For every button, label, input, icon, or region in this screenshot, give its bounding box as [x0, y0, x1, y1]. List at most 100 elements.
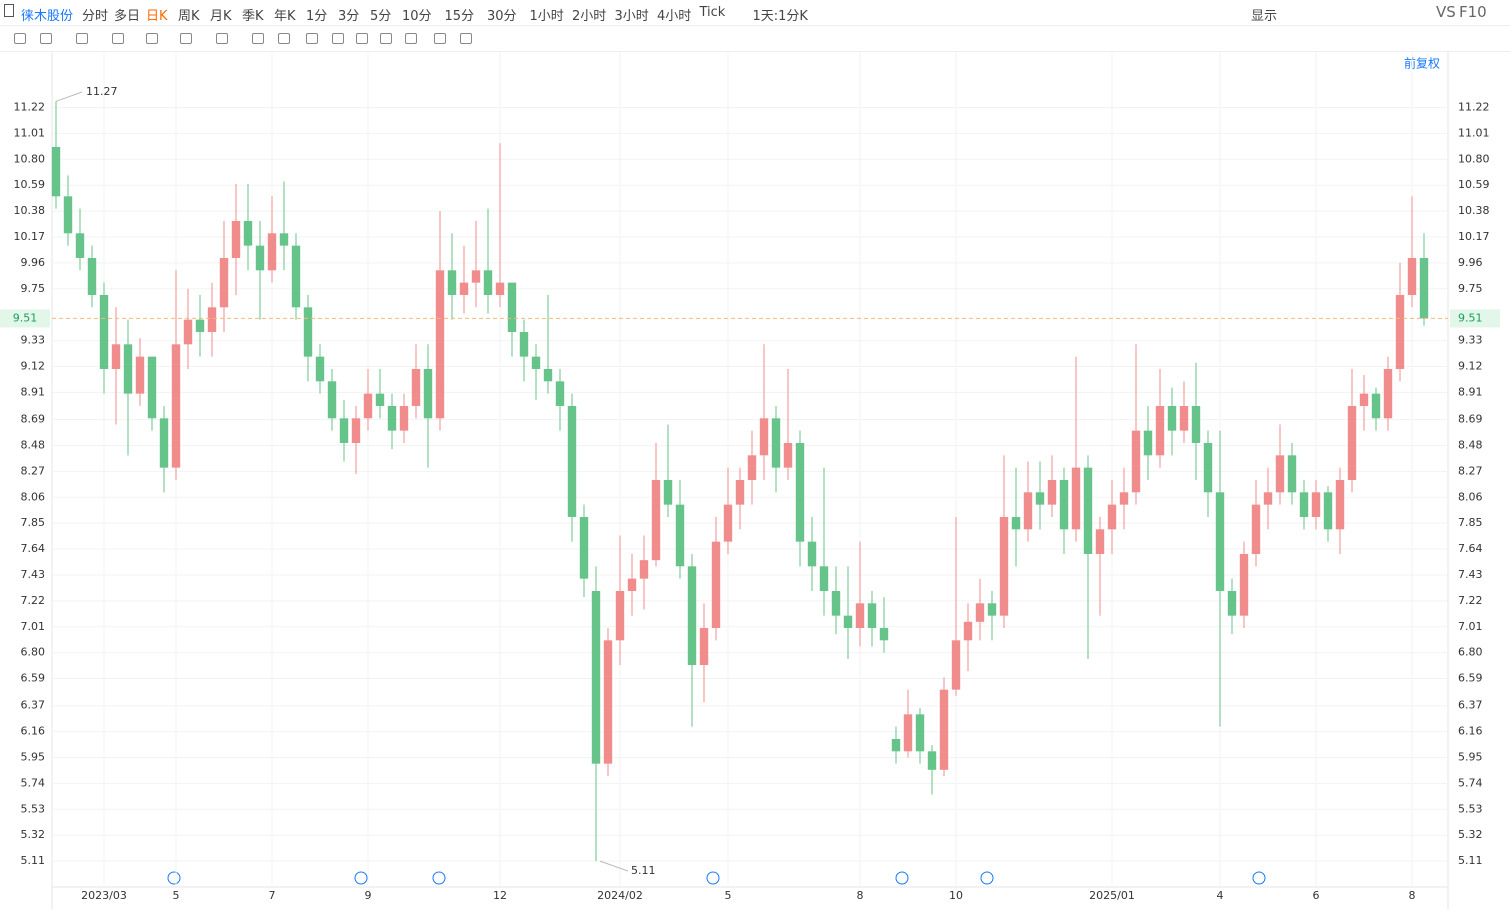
candle-body [975, 603, 985, 622]
y-tick-label: 6.37 [21, 699, 46, 712]
period-tab[interactable]: 年K [274, 9, 296, 24]
tool-icon[interactable] [434, 33, 446, 44]
tool-icon[interactable] [180, 33, 192, 44]
y-tick-label-right: 6.16 [1458, 725, 1483, 738]
period-tab[interactable]: 季K [242, 9, 264, 24]
tool-icon[interactable] [306, 33, 318, 44]
y-tick-label-right: 9.75 [1458, 282, 1483, 295]
candle-body [819, 566, 829, 591]
f10-button[interactable]: F10 [1459, 3, 1487, 21]
candle-body [879, 627, 889, 641]
candle-body [855, 603, 865, 628]
x-tick-label: 7 [269, 889, 276, 902]
tool-icon[interactable] [146, 33, 158, 44]
period-tab[interactable]: 月K [210, 9, 232, 24]
candle-body [387, 405, 397, 431]
period-tab[interactable]: 分时 [82, 9, 109, 24]
x-tick-label: 4 [1217, 889, 1224, 902]
event-icon[interactable] [980, 871, 994, 885]
tool-icon[interactable] [356, 33, 368, 44]
event-icon[interactable] [167, 871, 181, 885]
candle-body [1119, 492, 1129, 505]
period-tab[interactable]: 10分 [402, 9, 432, 24]
y-tick-label-right: 8.27 [1458, 464, 1483, 477]
period-tab[interactable]: 5分 [370, 9, 392, 24]
candle-body [255, 245, 265, 271]
event-icon[interactable] [706, 871, 720, 885]
candle-body [543, 368, 553, 382]
candle-body [963, 621, 973, 641]
candle-body [339, 418, 349, 443]
tool-icon[interactable] [380, 33, 392, 44]
candle-body [1107, 504, 1117, 530]
y-tick-label: 8.27 [21, 464, 46, 477]
candle-body [399, 405, 409, 431]
display-menu[interactable]: 显示 [1251, 9, 1278, 24]
y-tick-label: 7.01 [21, 620, 46, 633]
y-tick-label-right: 11.22 [1458, 101, 1490, 114]
candle-body [1011, 516, 1021, 530]
period-tab[interactable]: 周K [178, 9, 200, 24]
period-tab[interactable]: 1天:1分K [752, 9, 808, 24]
candle-body [567, 405, 577, 517]
adjust-mode[interactable]: 前复权 [1404, 56, 1440, 71]
y-tick-label-right: 8.06 [1458, 490, 1483, 503]
candle-body [723, 504, 733, 542]
period-tab[interactable]: 3小时 [614, 9, 649, 24]
y-tick-label: 6.59 [21, 672, 46, 685]
candle-body [519, 331, 529, 357]
tool-icon[interactable] [76, 33, 88, 44]
drawing-tools [0, 26, 1510, 52]
tool-icon[interactable] [278, 33, 290, 44]
period-tab[interactable]: 日K [146, 9, 168, 24]
candle-body [1227, 590, 1237, 616]
period-tab[interactable]: 3分 [338, 9, 360, 24]
candle-body [1059, 479, 1069, 530]
period-tab[interactable]: 1分 [306, 9, 328, 24]
candle-body [891, 738, 901, 752]
candle-body [1083, 467, 1093, 554]
tool-icon[interactable] [40, 33, 52, 44]
event-icon[interactable] [354, 871, 368, 885]
event-icon[interactable] [895, 871, 909, 885]
candle-body [1155, 405, 1165, 456]
candle-body [111, 344, 121, 369]
event-icon[interactable] [432, 871, 446, 885]
tool-icon[interactable] [216, 33, 228, 44]
sidebar-toggle[interactable] [4, 4, 14, 17]
period-tab[interactable]: 多日 [114, 9, 141, 24]
candle-body [675, 504, 685, 567]
candle-body [1371, 393, 1381, 419]
event-icon[interactable] [1252, 871, 1266, 885]
tool-icon[interactable] [14, 33, 26, 44]
y-tick-label: 7.43 [21, 568, 46, 581]
candle-body [495, 282, 505, 295]
candle-body [99, 294, 109, 369]
x-tick-label: 12 [493, 889, 507, 902]
vs-button[interactable]: VS [1436, 3, 1456, 21]
period-tab[interactable]: 15分 [444, 9, 475, 24]
candle-body [207, 307, 217, 332]
tool-icon[interactable] [460, 33, 472, 44]
candle-body [507, 282, 517, 332]
tool-icon[interactable] [405, 33, 417, 44]
y-tick-label: 11.22 [14, 101, 46, 114]
period-tab[interactable]: 30分 [487, 9, 517, 24]
x-tick-label: 10 [949, 889, 963, 902]
candle-body [615, 590, 625, 641]
candle-body [1203, 442, 1213, 493]
y-tick-label: 7.64 [21, 542, 46, 555]
candle-body [87, 257, 97, 295]
y-tick-label: 9.75 [21, 282, 46, 295]
stock-name[interactable]: 徕木股份 [21, 9, 74, 24]
period-tab[interactable]: 4小时 [657, 9, 692, 24]
y-tick-label: 6.80 [21, 646, 46, 659]
period-tab[interactable]: Tick [699, 5, 726, 20]
tool-icon[interactable] [112, 33, 124, 44]
tool-icon[interactable] [252, 33, 264, 44]
period-tab[interactable]: 2小时 [572, 9, 607, 24]
tool-icon[interactable] [332, 33, 344, 44]
y-tick-label-right: 5.74 [1458, 776, 1483, 789]
period-tab[interactable]: 1小时 [529, 9, 564, 24]
